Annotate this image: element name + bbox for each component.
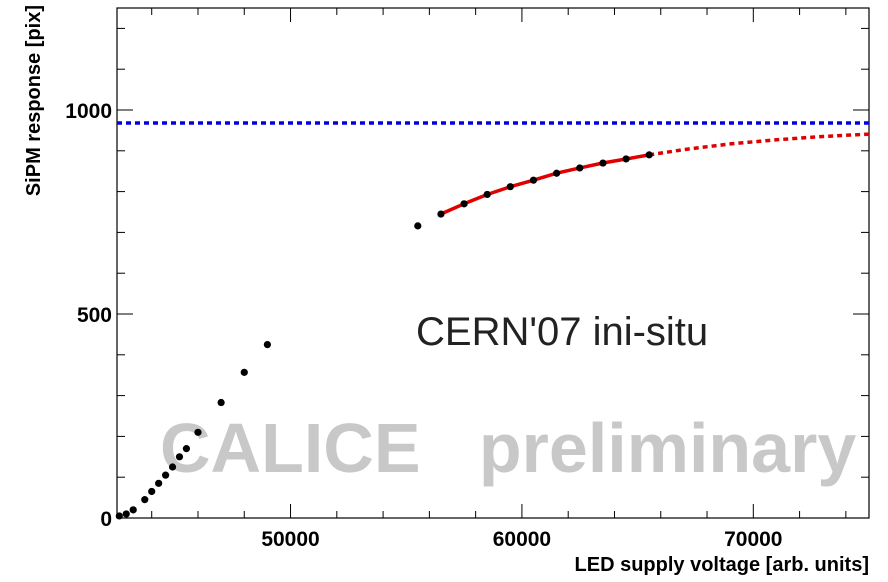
plot-frame-rect [116, 7, 870, 519]
fit-extrapolation [648, 132, 870, 157]
plot-frame [116, 7, 870, 519]
y-axis-title: SiPM response [pix] [23, 5, 45, 196]
data-point [168, 463, 177, 471]
data-point [194, 428, 202, 436]
x-tick-label: 60000 [493, 528, 551, 551]
data-point [115, 512, 123, 520]
y-tick-label: 500 [77, 304, 112, 327]
axis-ticks [117, 8, 869, 519]
y-tick-label: 1000 [65, 100, 112, 123]
data-point [155, 479, 163, 487]
data-point [129, 506, 137, 514]
data-point [263, 341, 271, 349]
data-point [414, 222, 422, 230]
watermark-text: CALICE preliminary [160, 409, 856, 487]
data-point [576, 164, 584, 172]
data-point [460, 200, 468, 208]
data-point [599, 159, 607, 167]
x-tick-label: 70000 [724, 528, 782, 551]
data-point [122, 510, 130, 518]
data-point [483, 190, 491, 199]
data-point [645, 151, 653, 159]
data-point [175, 453, 184, 461]
x-axis-title: LED supply voltage [arb. units] [575, 554, 869, 576]
data-point [240, 368, 248, 376]
tick-labels: 50000 60000 70000 0 500 1000 [65, 100, 782, 551]
data-point [148, 487, 156, 496]
data-points-layer [115, 151, 653, 520]
y-tick-label: 0 [100, 508, 112, 531]
fit-curve-layer [440, 132, 870, 216]
annotation-text: CERN'07 ini-situ [416, 310, 708, 354]
data-point [622, 155, 630, 163]
watermark-layer: CALICE preliminary [160, 409, 856, 487]
data-point [529, 176, 538, 184]
data-point [553, 169, 561, 177]
data-point [506, 183, 514, 191]
data-point [182, 445, 191, 453]
x-tick-label: 50000 [261, 528, 319, 551]
data-point [141, 496, 149, 504]
data-point [437, 210, 445, 218]
fit-curve [440, 153, 650, 216]
data-point [161, 471, 170, 479]
data-point [217, 398, 225, 407]
